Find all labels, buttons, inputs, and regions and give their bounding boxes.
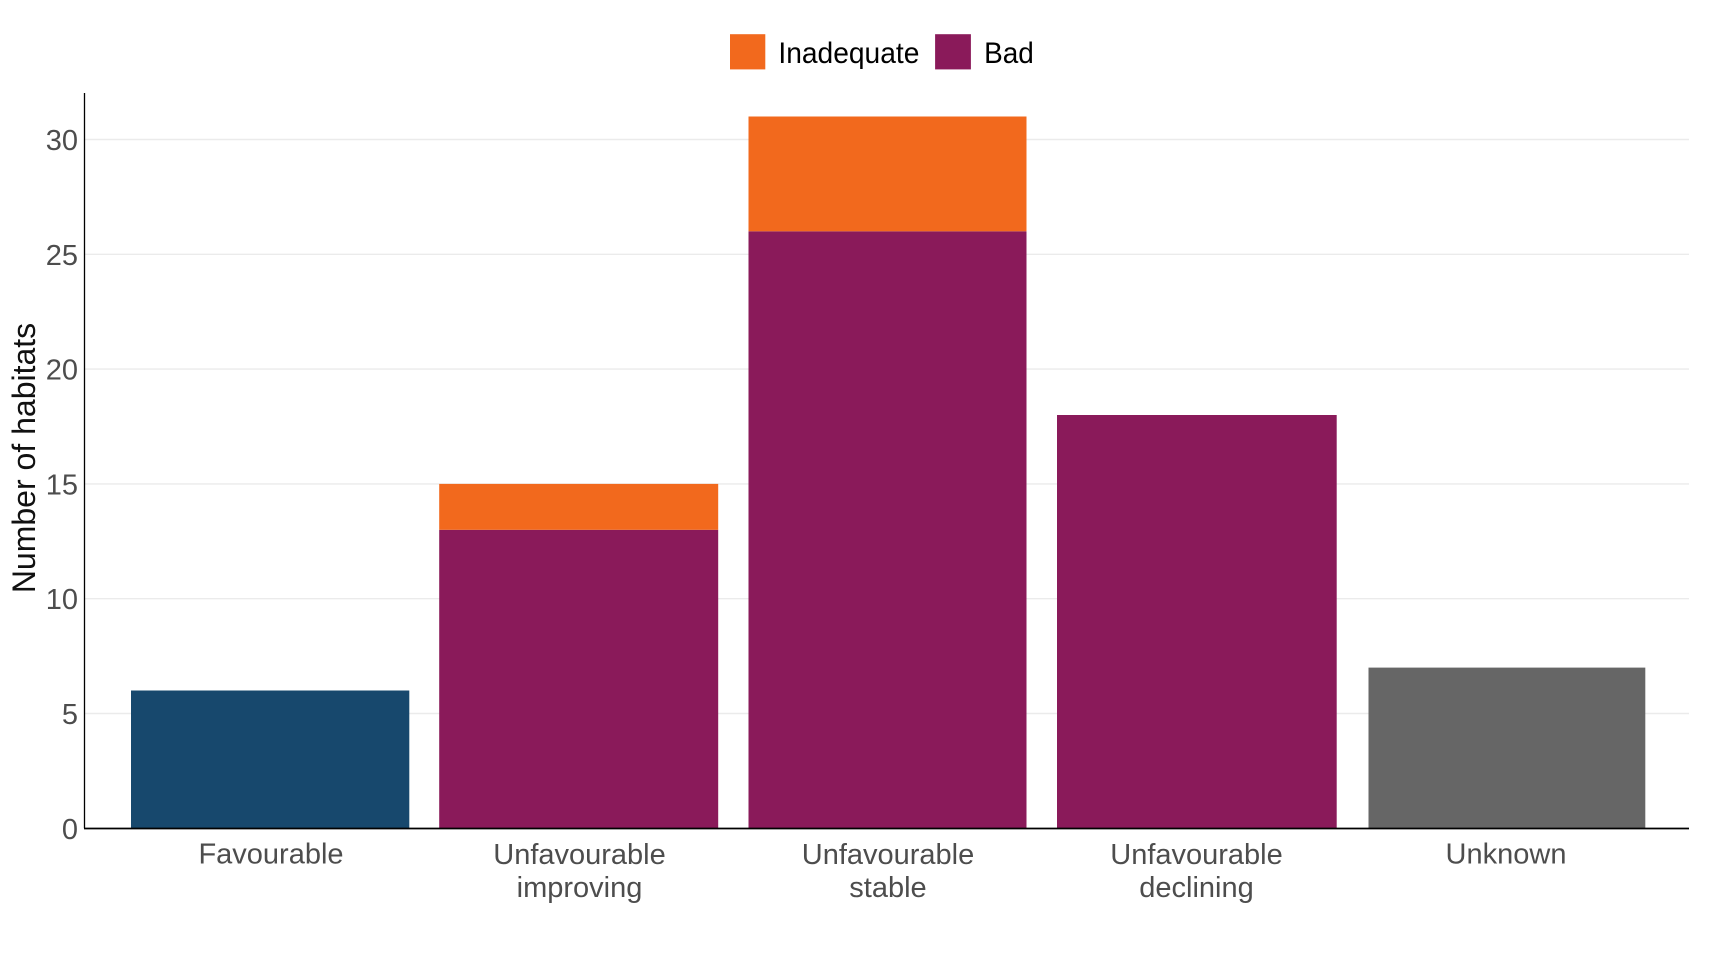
svg-text:25: 25 [46,240,78,272]
svg-text:20: 20 [46,355,78,387]
svg-text:declining: declining [1139,872,1253,904]
svg-text:improving: improving [517,872,643,904]
svg-text:Unfavourable: Unfavourable [493,839,666,871]
svg-text:5: 5 [62,699,78,731]
svg-text:Unfavourable: Unfavourable [1110,839,1283,871]
svg-text:Bad: Bad [984,37,1034,70]
svg-text:30: 30 [46,125,78,157]
svg-text:Number of habitats: Number of habitats [6,323,42,593]
svg-text:Unknown: Unknown [1446,839,1567,871]
svg-text:15: 15 [46,469,78,501]
svg-text:10: 10 [46,584,78,616]
svg-text:Favourable: Favourable [198,839,343,871]
svg-text:stable: stable [849,872,926,904]
svg-text:Inadequate: Inadequate [778,37,919,70]
svg-text:0: 0 [62,814,78,846]
svg-text:Unfavourable: Unfavourable [802,839,975,871]
